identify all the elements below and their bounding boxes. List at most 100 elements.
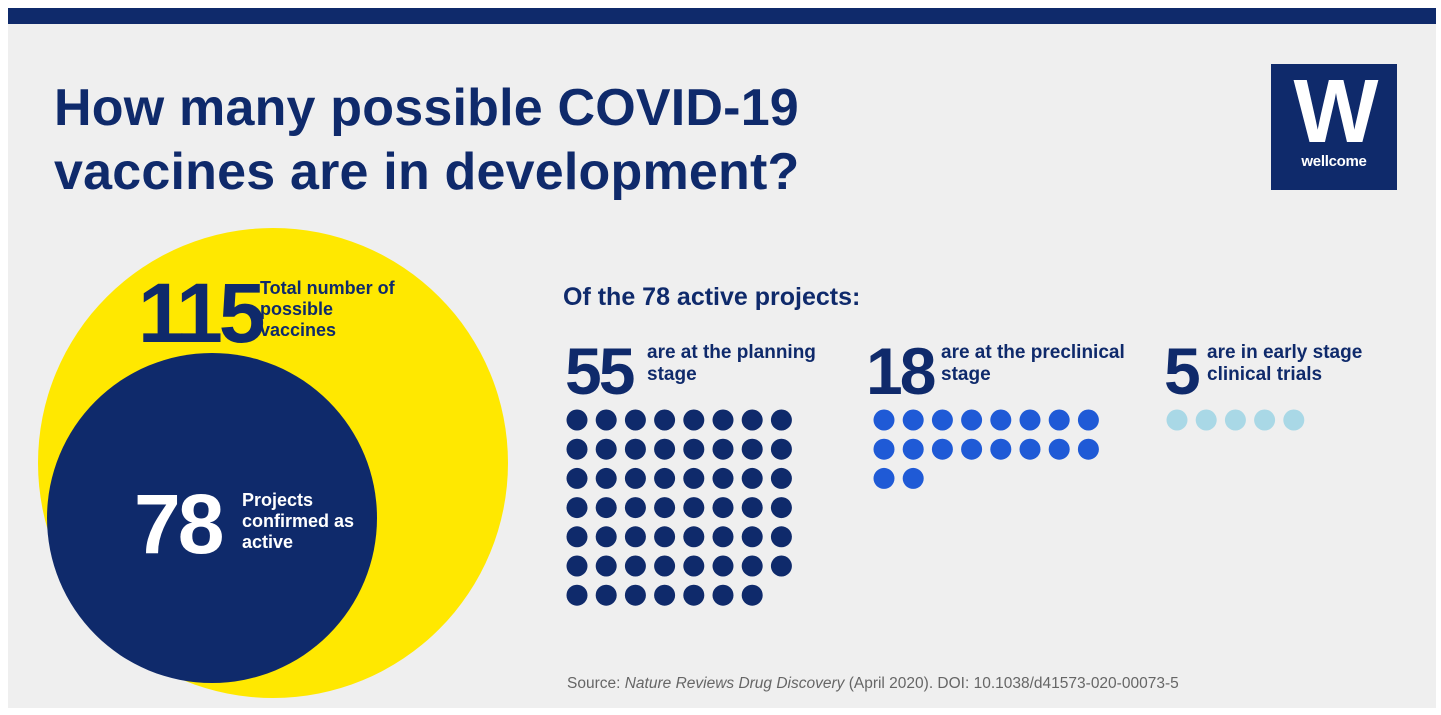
dot — [654, 438, 676, 460]
dot — [1254, 409, 1276, 431]
clinical-label: are in early stage clinical trials — [1207, 342, 1363, 385]
dot — [990, 409, 1012, 431]
dot — [902, 438, 924, 460]
dot — [741, 438, 763, 460]
dot — [566, 584, 588, 606]
dot — [595, 526, 617, 548]
dot — [770, 467, 792, 489]
dot — [770, 497, 792, 519]
dot — [1195, 409, 1217, 431]
dot — [1224, 409, 1246, 431]
preclinical-label: are at the preclinical stage — [941, 342, 1125, 385]
top-bar — [8, 8, 1436, 24]
dot — [712, 526, 734, 548]
dot — [595, 555, 617, 577]
logo-mark: W — [1293, 62, 1379, 162]
active-circle — [47, 353, 377, 683]
dot — [931, 438, 953, 460]
dot — [770, 409, 792, 431]
dot — [770, 526, 792, 548]
planning-label: are at the planning stage — [647, 342, 816, 385]
dot — [712, 497, 734, 519]
dot — [566, 497, 588, 519]
dot — [624, 497, 646, 519]
dot — [712, 555, 734, 577]
dot — [624, 584, 646, 606]
dot — [741, 555, 763, 577]
planning-dots — [566, 409, 792, 606]
dot — [683, 526, 705, 548]
dot — [712, 584, 734, 606]
dot — [654, 555, 676, 577]
source-note: Source: Nature Reviews Drug Discovery (A… — [567, 675, 1179, 693]
dot — [595, 584, 617, 606]
dot — [654, 467, 676, 489]
dot — [902, 467, 924, 489]
source-prefix: Source: — [567, 675, 625, 692]
dot — [712, 438, 734, 460]
dot — [770, 555, 792, 577]
dot — [1077, 409, 1099, 431]
wellcome-logo: W wellcome — [1271, 64, 1397, 190]
dot — [1166, 409, 1188, 431]
dot — [683, 555, 705, 577]
dot — [990, 438, 1012, 460]
dot — [902, 409, 924, 431]
dot — [712, 467, 734, 489]
total-number: 115 — [138, 266, 266, 360]
dot — [741, 467, 763, 489]
dot — [683, 497, 705, 519]
dot — [1077, 438, 1099, 460]
dot — [873, 438, 895, 460]
dot — [566, 526, 588, 548]
infographic: How many possible COVID-19 vaccines are … — [8, 8, 1436, 708]
dot — [683, 438, 705, 460]
dot — [931, 409, 953, 431]
dot — [624, 409, 646, 431]
dot — [566, 438, 588, 460]
dot — [961, 438, 983, 460]
dot — [566, 409, 588, 431]
dot — [654, 584, 676, 606]
dot — [566, 555, 588, 577]
active-label: Projects confirmed as active — [242, 490, 355, 552]
dot — [595, 438, 617, 460]
dot — [741, 409, 763, 431]
dot — [741, 526, 763, 548]
dot — [624, 526, 646, 548]
preclinical-dots — [873, 409, 1099, 489]
dot — [873, 467, 895, 489]
dot — [683, 467, 705, 489]
dot — [741, 584, 763, 606]
dot — [1019, 409, 1041, 431]
dot — [595, 467, 617, 489]
title-line-1: How many possible COVID-19 — [54, 79, 799, 137]
preclinical-number: 18 — [866, 334, 936, 408]
dot — [1019, 438, 1041, 460]
logo-text: wellcome — [1301, 153, 1367, 170]
dot — [654, 409, 676, 431]
dot — [654, 526, 676, 548]
dot — [683, 584, 705, 606]
dot — [873, 409, 895, 431]
dot — [624, 555, 646, 577]
total-label: Total number of possible vaccines — [260, 278, 395, 340]
chart-subtitle: Of the 78 active projects: — [563, 283, 861, 311]
planning-number: 55 — [565, 334, 635, 408]
title-line-2: vaccines are in development? — [54, 143, 800, 201]
dot — [624, 438, 646, 460]
dot — [624, 467, 646, 489]
dot — [961, 409, 983, 431]
dot — [741, 497, 763, 519]
source-publication: Nature Reviews Drug Discovery — [624, 675, 845, 692]
dot — [712, 409, 734, 431]
dot — [595, 409, 617, 431]
clinical-dots — [1166, 409, 1305, 431]
active-number: 78 — [134, 477, 224, 571]
source-suffix: (April 2020). DOI: 10.1038/d41573-020-00… — [844, 675, 1179, 692]
page-title: How many possible COVID-19 vaccines are … — [54, 76, 1054, 204]
dot — [595, 497, 617, 519]
dot — [566, 467, 588, 489]
dot — [683, 409, 705, 431]
dot — [1048, 409, 1070, 431]
